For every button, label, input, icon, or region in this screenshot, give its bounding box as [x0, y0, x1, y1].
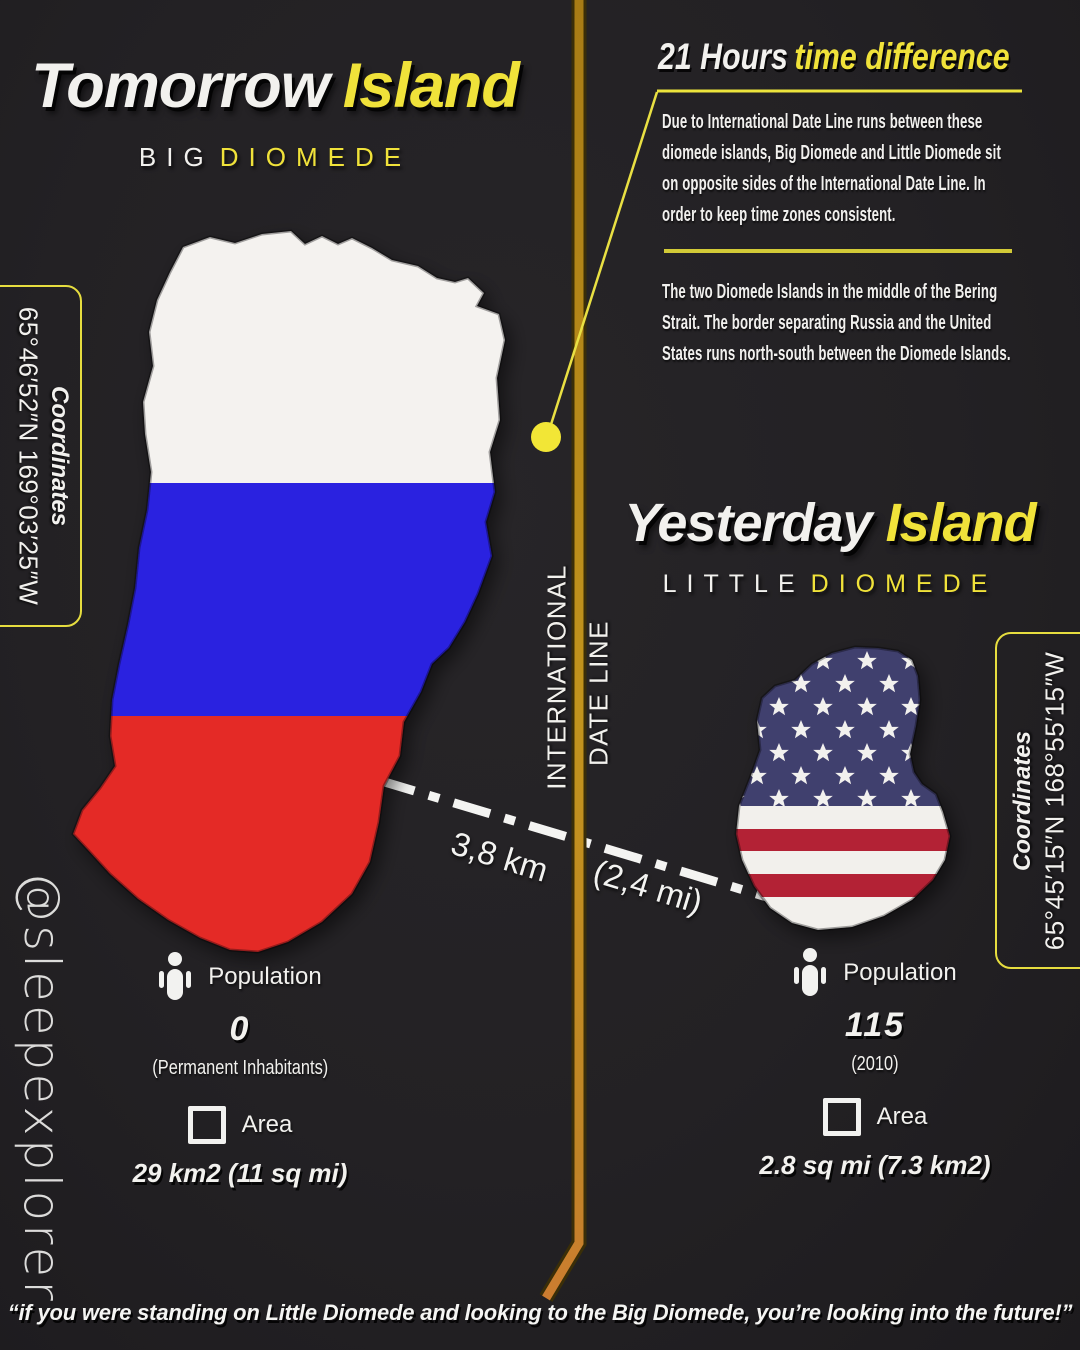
right-island-subtitle-main: LITTLE: [662, 570, 805, 598]
right-coordinates-box: Coordinates 65°45′15″N 168°55′15″W: [995, 632, 1080, 969]
russia-flag-blue-band: [73, 483, 505, 716]
us-flag-stars: [736, 647, 950, 806]
us-flag-stripe: [736, 897, 950, 930]
left-island-title-block: Tomorrow Island BIG DIOMEDE: [15, 50, 535, 173]
us-flag-stripe: [736, 829, 950, 851]
russia-flag-white-band: [73, 231, 505, 483]
left-population-label: Population: [208, 963, 322, 990]
russia-flag-red-band: [73, 716, 505, 952]
right-island-title-block: Yesterday Island LITTLE DIOMEDE: [610, 492, 1050, 599]
left-island-title-main: Tomorrow: [31, 51, 330, 121]
left-population-row: Population: [158, 952, 322, 1002]
left-area-row: Area: [187, 1106, 293, 1144]
date-line: [542, 0, 584, 1301]
callout-dot: [531, 422, 561, 452]
us-flag-stripe: [736, 874, 950, 897]
right-population-note: (2010): [851, 1053, 899, 1075]
us-flag-stripe: [736, 851, 950, 874]
little-diomede-outline: [734, 645, 952, 932]
time-difference-heading: 21 Hours time difference: [658, 36, 1010, 78]
area-square-icon: [187, 1106, 226, 1144]
us-flag-stripe: [736, 806, 950, 829]
population-person-icon: [158, 952, 192, 1002]
right-area-value: 2.8 sq mi (7.3 km2): [759, 1150, 991, 1180]
watermark-handle: @sleepexplorer: [13, 872, 71, 1304]
left-island-title: Tomorrow Island: [15, 50, 535, 122]
left-island-stats: Population 0 (Permanent Inhabitants) Are…: [110, 952, 370, 1189]
little-diomede-island: [734, 645, 952, 932]
left-coordinates-value: 65°46′52″N 169°03′25″W: [13, 306, 44, 606]
info-paragraph-2: The two Diomede Islands in the middle of…: [662, 281, 1011, 365]
right-area-row: Area: [822, 1098, 928, 1136]
left-coordinates-box: Coordinates 65°46′52″N 169°03′25″W: [0, 285, 82, 627]
right-island-subtitle-accent: DIOMEDE: [810, 570, 998, 598]
bottom-quote: “if you were standing on Little Diomede …: [7, 1300, 1073, 1325]
info-paragraph-1: Due to International Date Line runs betw…: [662, 111, 1001, 226]
left-island-subtitle: BIG DIOMEDE: [15, 142, 535, 173]
population-person-icon: [793, 948, 827, 998]
right-coordinates-label: Coordinates: [1009, 730, 1036, 871]
left-area-value: 29 km2 (11 sq mi): [132, 1158, 348, 1188]
right-population-label: Population: [843, 959, 957, 986]
big-diomede-outline: [71, 229, 507, 954]
right-population-row: Population: [793, 948, 957, 998]
date-line-label-dateline: DATE LINE: [583, 620, 614, 766]
left-coordinates-label: Coordinates: [45, 385, 73, 527]
callout-leader-line: [545, 91, 659, 438]
right-island-subtitle: LITTLE DIOMEDE: [610, 570, 1050, 599]
distance-dashed-line: [376, 775, 772, 903]
right-island-stats: Population 115 (2010) Area 2.8 sq mi (7.…: [755, 948, 995, 1181]
right-area-label: Area: [876, 1103, 928, 1130]
right-island-title-accent: Island: [885, 493, 1037, 553]
right-population-value: 115: [844, 1006, 906, 1044]
time-difference-heading-main: 21 Hours: [658, 36, 788, 77]
left-population-note: (Permanent Inhabitants): [152, 1057, 328, 1079]
date-line-label-international: INTERNATIONAL: [541, 564, 572, 790]
left-island-subtitle-main: BIG: [138, 142, 214, 172]
left-area-label: Area: [241, 1111, 293, 1138]
left-island-subtitle-accent: DIOMEDE: [219, 142, 412, 172]
right-coordinates-value: 65°45′15″N 168°55′15″W: [1039, 651, 1070, 950]
left-island-title-accent: Island: [342, 51, 520, 121]
left-population-value: 0: [229, 1010, 251, 1048]
right-island-title: Yesterday Island: [610, 492, 1050, 554]
time-difference-heading-accent: time difference: [794, 36, 1010, 77]
right-island-title-main: Yesterday: [624, 493, 872, 553]
area-square-icon: [822, 1098, 861, 1136]
